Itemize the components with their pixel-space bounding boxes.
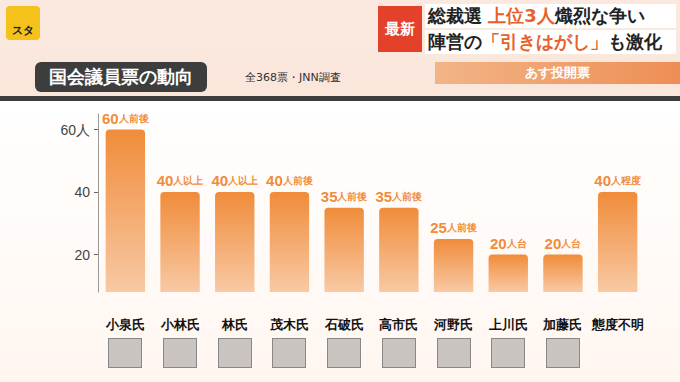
svg-text:茂木氏: 茂木氏 [269, 317, 309, 332]
html-text:総裁選上位3人熾烈な争い: 総裁選上位3人熾烈な争い [428, 5, 645, 26]
svg-text:20: 20 [490, 235, 507, 252]
svg-text:人台: 人台 [506, 238, 527, 249]
svg-text:人前後: 人前後 [446, 222, 477, 233]
svg-text:林氏: 林氏 [221, 317, 248, 332]
svg-text:河野氏: 河野氏 [433, 317, 473, 332]
html-text:スタ: スタ [12, 24, 34, 37]
svg-text:加藤氏: 加藤氏 [542, 317, 582, 332]
svg-text:人台: 人台 [560, 238, 581, 249]
svg-text:人前後: 人前後 [336, 191, 367, 202]
svg-text:60人: 60人 [60, 122, 90, 138]
html-text:陣営の「引きはがし」も激化: 陣営の「引きはがし」も激化 [428, 31, 662, 52]
svg-text:高市氏: 高市氏 [379, 317, 418, 332]
html-text:全368票・JNN調査: 全368票・JNN調査 [245, 71, 341, 84]
svg-text:25: 25 [430, 219, 447, 236]
svg-text:35: 35 [376, 188, 393, 205]
svg-text:小林氏: 小林氏 [160, 317, 200, 332]
svg-text:人程度: 人程度 [610, 175, 641, 186]
svg-text:人前後: 人前後 [391, 191, 422, 202]
svg-text:人以上: 人以上 [172, 175, 203, 186]
svg-text:人以上: 人以上 [227, 175, 258, 186]
svg-text:20: 20 [545, 235, 562, 252]
svg-text:60: 60 [102, 110, 119, 127]
svg-text:態度不明: 態度不明 [591, 317, 644, 332]
svg-text:小泉氏: 小泉氏 [105, 317, 145, 332]
svg-text:40: 40 [74, 184, 90, 200]
svg-text:人前後: 人前後 [282, 175, 313, 186]
html-text:あす投開票: あす投開票 [525, 65, 590, 80]
svg-text:40: 40 [211, 172, 228, 189]
svg-text:40: 40 [594, 172, 611, 189]
svg-text:35: 35 [321, 188, 338, 205]
html-text:最新: 最新 [385, 19, 415, 38]
svg-text:20: 20 [74, 247, 90, 263]
svg-text:40: 40 [266, 172, 283, 189]
svg-text:石破氏: 石破氏 [324, 317, 364, 332]
html-text:国会議員票の動向: 国会議員票の動向 [49, 66, 193, 87]
svg-text:上川氏: 上川氏 [488, 317, 528, 332]
svg-text:40: 40 [157, 172, 174, 189]
svg-text:人前後: 人前後 [118, 113, 149, 124]
